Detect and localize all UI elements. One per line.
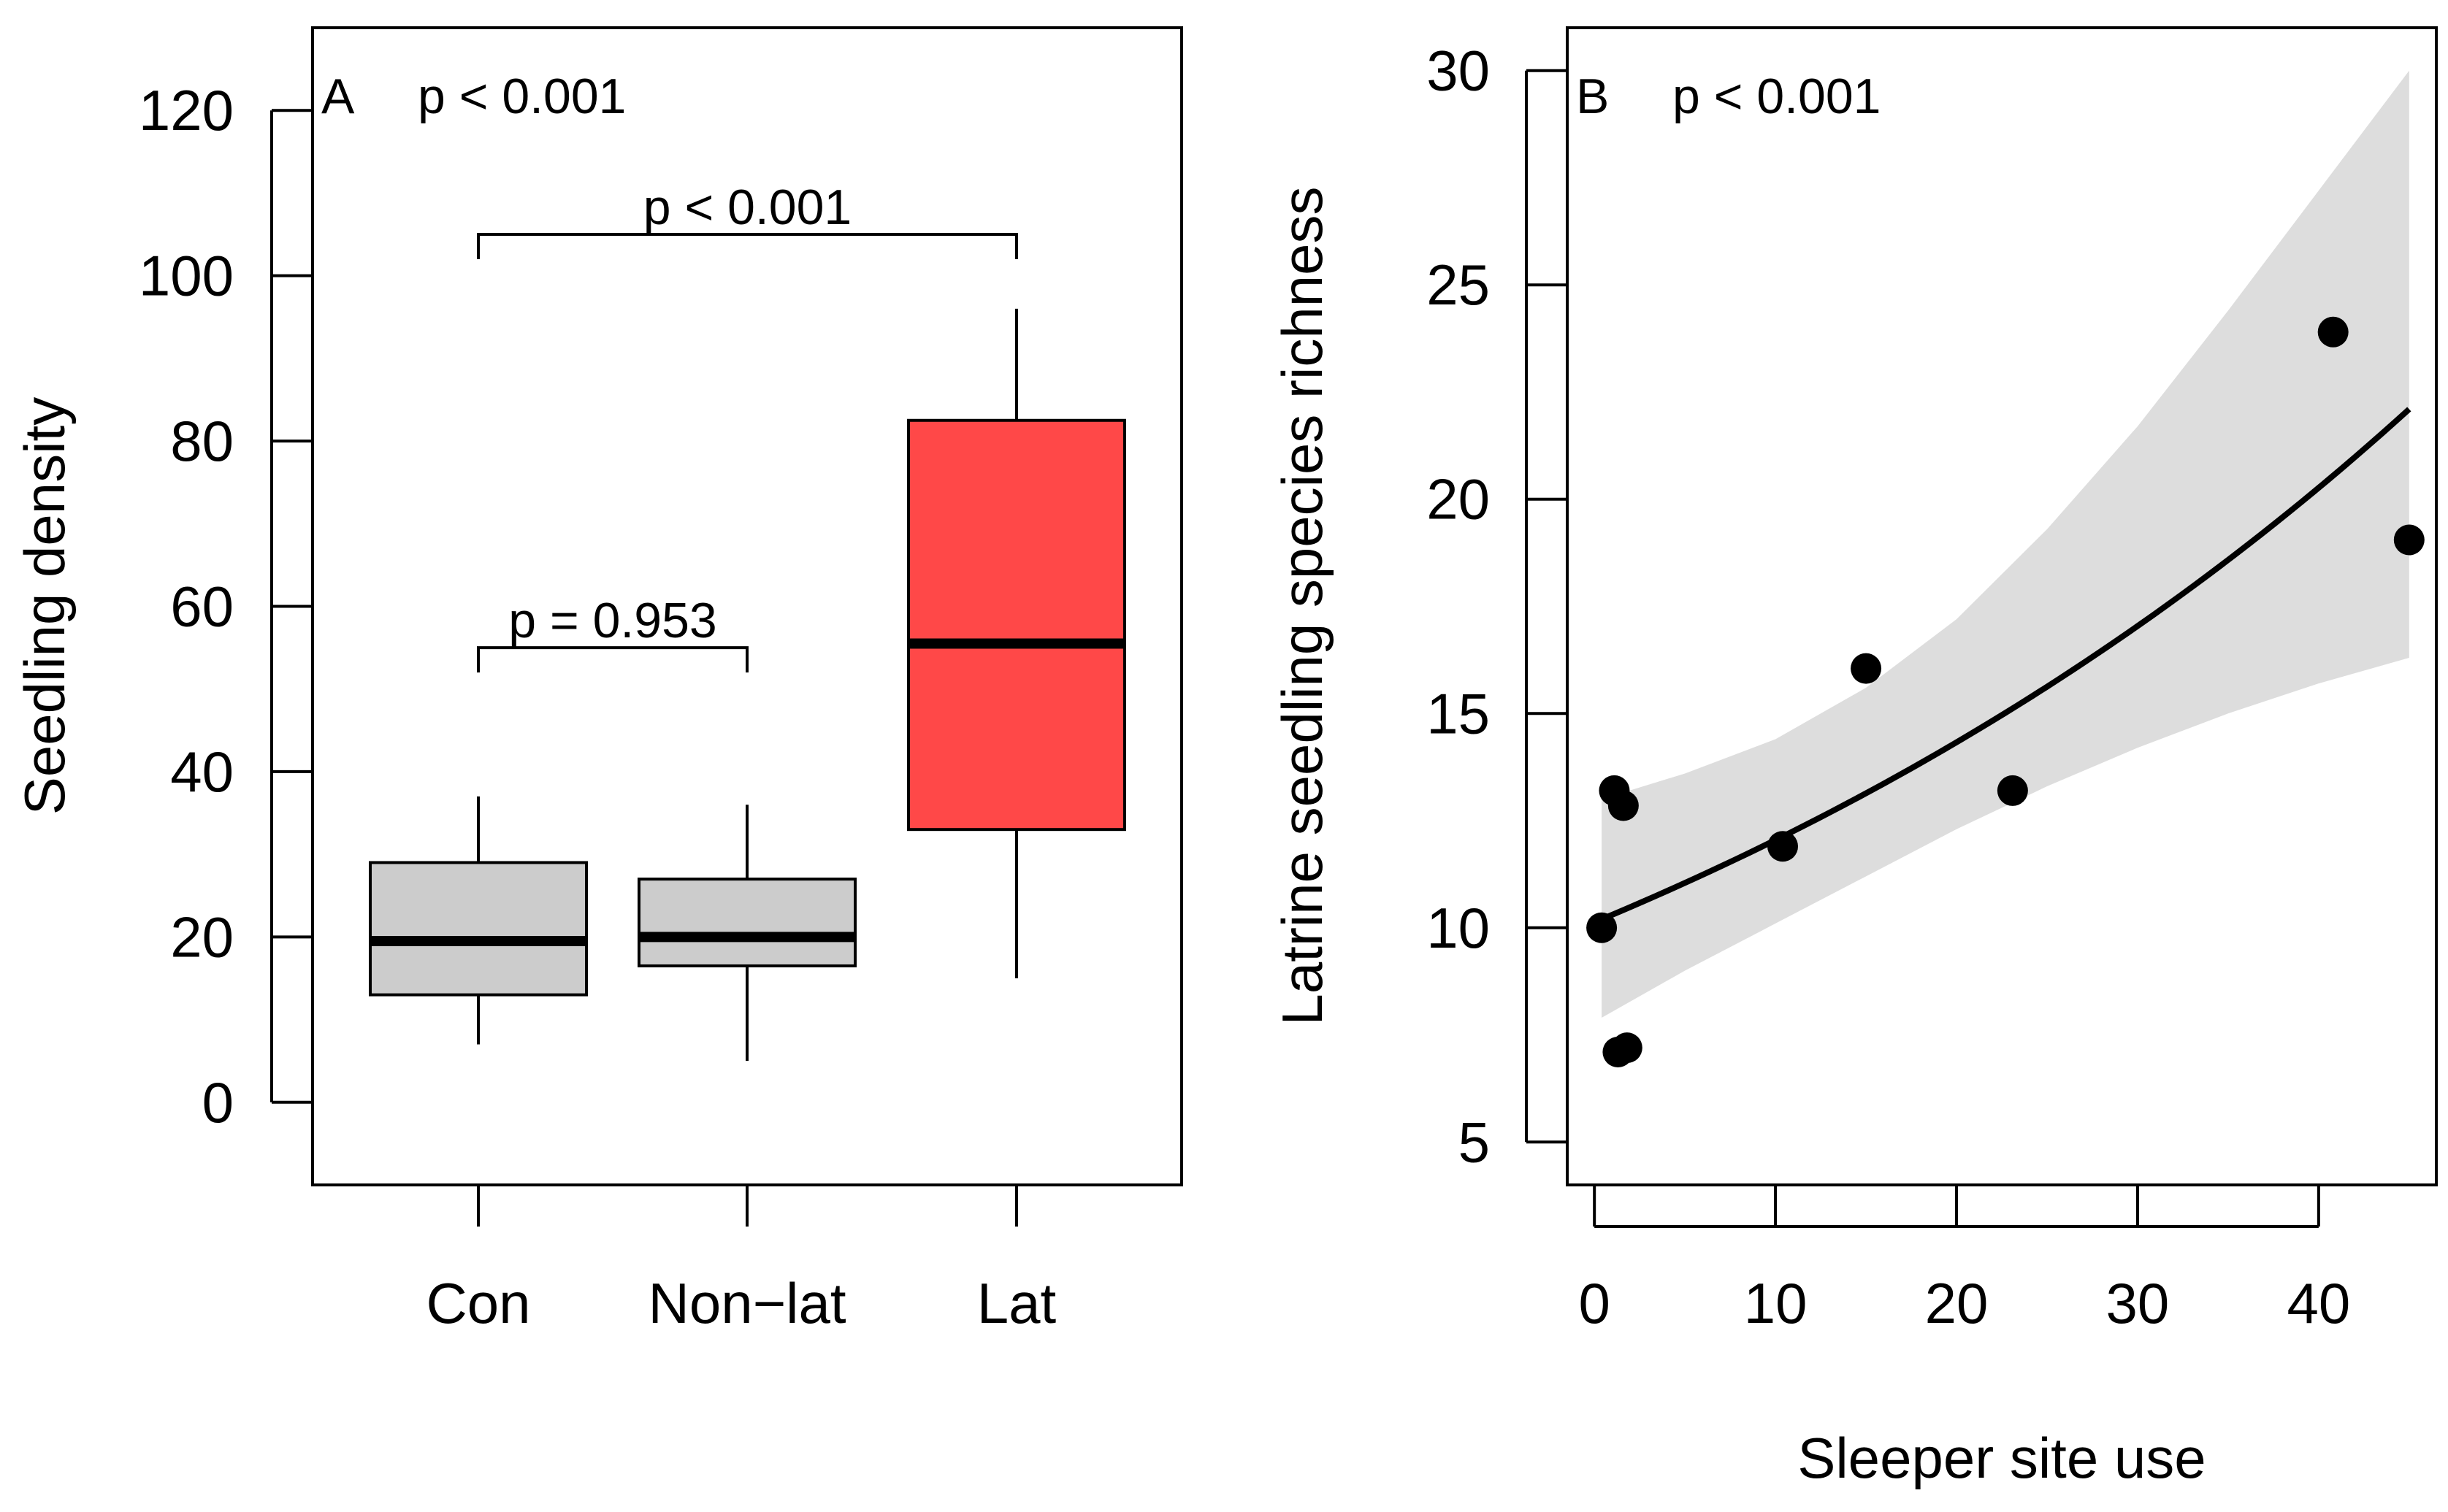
data-point (2317, 316, 2349, 348)
panel-a-comparisons: p < 0.001 p = 0.953 (477, 180, 1018, 673)
panel-b-overall-p: p < 0.001 (1672, 69, 1881, 124)
comparison-bracket: p < 0.001 (477, 180, 1018, 260)
panel-b-y-tick-label: 25 (1426, 253, 1490, 317)
data-point (1767, 831, 1799, 862)
panel-a-y-tick-label: 40 (170, 740, 234, 804)
panel-a-x-axis: Con Non−lat Lat (426, 1185, 1057, 1335)
panel-b-y-tick-label: 15 (1426, 681, 1490, 745)
data-point (1611, 1032, 1642, 1064)
panel-b-y-tick-label: 10 (1426, 896, 1490, 960)
panel-a-x-tick-label: Non−lat (648, 1271, 846, 1335)
panel-b-x-axis: 0 10 20 30 40 (1578, 1185, 2350, 1335)
panel-b-y-axis: 5 10 15 20 25 30 (1426, 39, 1567, 1174)
panel-b-frame (1566, 26, 2438, 1186)
panel-b-letter: B (1576, 69, 1609, 124)
panel-a-y-tick-label: 0 (202, 1070, 234, 1135)
panel-b-x-tick-label: 30 (2106, 1271, 2170, 1335)
data-point (1586, 912, 1618, 943)
panel-b-x-tick-label: 10 (1744, 1271, 1808, 1335)
confidence-band (1602, 70, 2409, 1018)
panel-a-y-axis-title: Seedling density (12, 397, 77, 815)
panel-a-overall-p: p < 0.001 (418, 69, 626, 124)
panel-b-y-tick-label: 5 (1458, 1110, 1490, 1174)
panel-a-y-tick-label: 20 (170, 905, 234, 969)
panel-b-y-tick-label: 20 (1426, 467, 1490, 531)
panel-b-points (1586, 316, 2425, 1068)
panel-b-x-axis-title: Sleeper site use (1797, 1426, 2206, 1490)
data-point (1607, 790, 1639, 821)
data-point (2393, 524, 2425, 556)
data-point (1851, 653, 1882, 684)
comparison-p-value: p < 0.001 (643, 180, 852, 235)
panel-a-y-tick-label: 120 (139, 78, 234, 142)
panel-b-x-tick-label: 20 (1925, 1271, 1989, 1335)
panel-a-letter: A (321, 69, 355, 124)
box-1 (369, 796, 588, 1045)
fit-line (1600, 407, 2411, 922)
panel-a-boxes (369, 308, 1126, 1062)
panel-b-scatter: B p < 0.001 Latrine seedling species ric… (1270, 26, 2438, 1490)
panel-b-x-tick-label: 0 (1578, 1271, 1610, 1335)
panel-a-x-tick-label: Lat (977, 1271, 1057, 1335)
panel-a-boxplot: A p < 0.001 Seedling density 0 20 40 60 80 10… (12, 26, 1183, 1335)
bracket-line (477, 646, 749, 673)
panel-b-y-tick-label: 30 (1426, 39, 1490, 103)
box-iqr (907, 418, 1126, 832)
panel-a-y-tick-label: 60 (170, 575, 234, 639)
panel-b-x-tick-label: 40 (2287, 1271, 2350, 1335)
data-point (1997, 775, 2028, 806)
panel-a-y-tick-label: 100 (139, 244, 234, 308)
panel-a-y-tick-label: 80 (170, 409, 234, 473)
panel-a-x-tick-label: Con (426, 1271, 530, 1335)
comparison-bracket: p = 0.953 (477, 593, 749, 673)
panel-b-y-axis-title: Latrine seedling species richness (1270, 187, 1334, 1026)
panel-a-y-axis: 0 20 40 60 80 100 120 (139, 78, 313, 1135)
box-iqr (369, 861, 588, 997)
box-iqr (638, 878, 857, 967)
box-3 (907, 308, 1126, 978)
bracket-line (477, 233, 1018, 260)
box-2 (638, 805, 857, 1062)
comparison-p-value: p = 0.953 (508, 593, 716, 648)
